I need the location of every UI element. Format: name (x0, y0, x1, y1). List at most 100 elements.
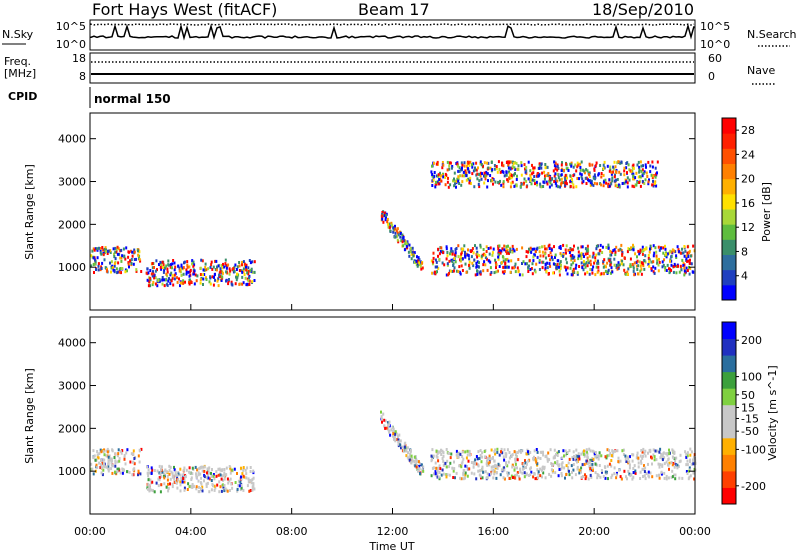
data-cell (607, 182, 610, 186)
data-cell (172, 259, 175, 262)
data-cell (495, 263, 498, 267)
data-cell (127, 255, 130, 259)
data-cell (514, 262, 517, 266)
data-cell (387, 428, 390, 432)
data-cell (470, 471, 473, 475)
data-cell (512, 162, 515, 166)
data-cell (101, 461, 104, 465)
data-cell (604, 455, 607, 459)
data-cell (671, 248, 674, 252)
data-cell (390, 221, 393, 225)
data-cell (381, 217, 384, 221)
x-tick-label: 00:00 (679, 525, 711, 538)
data-cell (598, 451, 601, 455)
data-cell (205, 482, 208, 486)
data-cell (250, 479, 253, 483)
data-cell (130, 262, 133, 265)
data-cell (687, 477, 690, 481)
data-cell (598, 249, 601, 253)
data-cell (510, 259, 513, 263)
data-cell (461, 450, 464, 454)
data-cell (518, 449, 520, 453)
data-cell (199, 481, 202, 485)
data-cell (677, 264, 679, 268)
data-cell (479, 243, 482, 247)
data-cell (579, 162, 582, 166)
data-cell (487, 259, 490, 263)
data-cell (678, 460, 681, 464)
data-cell (619, 161, 622, 165)
data-cell (602, 184, 605, 188)
data-cell (432, 161, 435, 165)
data-cell (114, 459, 117, 463)
data-cell (396, 438, 399, 441)
data-cell (114, 246, 117, 250)
data-cell (138, 460, 141, 464)
data-cell (210, 479, 213, 482)
data-cell (609, 263, 612, 267)
data-cell (448, 164, 451, 168)
data-cell (167, 263, 170, 267)
data-cell (601, 470, 603, 474)
data-cell (614, 449, 616, 453)
data-cell (476, 269, 478, 273)
data-cell (191, 262, 193, 266)
data-cell (651, 165, 654, 169)
data-cell (99, 448, 102, 452)
data-cell (463, 164, 466, 168)
data-cell (641, 168, 644, 172)
data-cell (623, 181, 626, 185)
data-cell (554, 161, 557, 165)
data-cell (400, 446, 402, 450)
data-cell (649, 164, 652, 168)
colorbar-tick-label: 16 (741, 197, 755, 210)
data-cell (585, 459, 588, 463)
data-cell (674, 250, 677, 254)
data-cell (240, 475, 242, 479)
data-cell (247, 270, 250, 273)
data-cell (592, 450, 595, 454)
data-cell (666, 263, 669, 267)
data-cell (205, 485, 208, 488)
data-cell (685, 266, 688, 270)
data-cell (436, 452, 439, 455)
data-cell (430, 259, 433, 263)
data-cell (675, 256, 678, 259)
data-cell (557, 176, 560, 179)
data-cell (233, 265, 236, 269)
data-cell (640, 164, 643, 168)
data-cell (534, 270, 537, 274)
data-cell (204, 266, 207, 269)
data-cell (644, 254, 647, 258)
data-cell (166, 274, 169, 278)
data-cell (160, 267, 163, 271)
data-cell (609, 253, 612, 257)
power-colorbar-label: Power [dB] (760, 182, 773, 242)
data-cell (529, 268, 532, 271)
data-cell (451, 165, 454, 168)
data-cell (612, 450, 615, 454)
data-cell (580, 470, 582, 474)
data-cell (479, 270, 482, 274)
data-cell (481, 451, 484, 455)
data-cell (593, 173, 596, 177)
colorbar-tick-label: -50 (741, 425, 759, 438)
data-cell (248, 479, 251, 483)
data-cell (222, 478, 224, 482)
data-cell (133, 250, 136, 254)
data-cell (454, 251, 457, 255)
data-cell (661, 464, 664, 468)
data-cell (634, 469, 637, 473)
data-cell (447, 185, 450, 189)
data-cell (523, 177, 526, 181)
data-cell (450, 452, 453, 456)
data-cell (592, 183, 595, 187)
data-cell (571, 470, 573, 474)
data-cell (459, 174, 462, 178)
data-cell (548, 472, 551, 476)
data-cell (468, 260, 471, 264)
data-cell (466, 474, 469, 478)
data-cell (488, 454, 491, 458)
data-cell (153, 276, 156, 280)
